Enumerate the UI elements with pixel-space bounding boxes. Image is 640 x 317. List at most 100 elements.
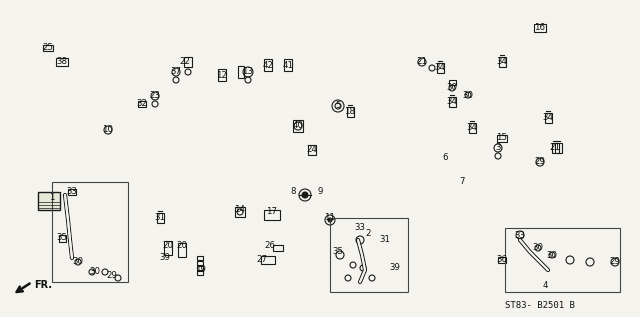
Bar bbox=[449, 97, 456, 107]
Bar bbox=[264, 210, 280, 220]
Bar bbox=[284, 59, 292, 71]
Text: 6: 6 bbox=[442, 153, 448, 163]
Bar bbox=[498, 257, 506, 263]
Bar bbox=[235, 207, 245, 217]
Text: 33: 33 bbox=[355, 223, 365, 232]
Text: 34: 34 bbox=[447, 98, 458, 107]
Bar bbox=[449, 80, 456, 85]
Text: 34: 34 bbox=[435, 63, 445, 73]
Text: 30: 30 bbox=[547, 250, 557, 260]
Text: 20: 20 bbox=[163, 241, 173, 249]
Bar bbox=[499, 57, 506, 67]
Bar bbox=[330, 218, 408, 292]
Text: 42: 42 bbox=[262, 61, 273, 69]
Bar bbox=[184, 57, 192, 67]
Bar bbox=[436, 63, 444, 73]
Text: 15: 15 bbox=[497, 133, 508, 143]
Text: 30: 30 bbox=[463, 90, 474, 100]
Text: 34: 34 bbox=[467, 124, 477, 133]
Bar bbox=[261, 256, 275, 264]
Text: 30: 30 bbox=[90, 268, 100, 276]
Text: 39: 39 bbox=[390, 263, 401, 273]
Text: 8: 8 bbox=[291, 187, 296, 197]
Text: 41: 41 bbox=[282, 61, 294, 69]
Circle shape bbox=[302, 192, 308, 198]
Text: 31: 31 bbox=[380, 236, 390, 244]
Text: ST83- B2501 B: ST83- B2501 B bbox=[505, 301, 575, 310]
Bar bbox=[554, 143, 561, 153]
Circle shape bbox=[328, 218, 332, 222]
Bar bbox=[197, 256, 203, 260]
Text: 16: 16 bbox=[534, 23, 545, 33]
Text: 1: 1 bbox=[49, 193, 55, 203]
Text: 21: 21 bbox=[417, 57, 428, 67]
Bar bbox=[58, 235, 65, 242]
Bar bbox=[346, 107, 353, 117]
Bar bbox=[264, 59, 272, 71]
Bar bbox=[68, 189, 76, 195]
Bar bbox=[56, 58, 68, 66]
Bar bbox=[497, 134, 507, 141]
FancyBboxPatch shape bbox=[38, 192, 60, 210]
Text: 31: 31 bbox=[154, 214, 166, 223]
Text: 4: 4 bbox=[542, 281, 548, 289]
Text: 24: 24 bbox=[307, 146, 317, 154]
Text: 30: 30 bbox=[72, 257, 83, 267]
Text: 35: 35 bbox=[56, 234, 67, 243]
Text: 34: 34 bbox=[497, 57, 508, 67]
Bar bbox=[164, 241, 172, 255]
Text: 11: 11 bbox=[324, 214, 335, 223]
Bar bbox=[534, 24, 546, 32]
Text: 10: 10 bbox=[102, 126, 113, 134]
Bar bbox=[197, 271, 203, 275]
Bar bbox=[178, 243, 186, 257]
Bar bbox=[157, 213, 163, 223]
Text: 5: 5 bbox=[335, 100, 340, 109]
Text: 33: 33 bbox=[67, 187, 77, 197]
Text: 39: 39 bbox=[159, 254, 170, 262]
Text: 25: 25 bbox=[42, 43, 54, 53]
Bar bbox=[197, 266, 203, 270]
Text: 7: 7 bbox=[460, 178, 465, 186]
Text: 19: 19 bbox=[195, 266, 205, 275]
Text: 33: 33 bbox=[515, 230, 525, 240]
Text: 3: 3 bbox=[495, 144, 500, 152]
Text: 34: 34 bbox=[543, 113, 554, 122]
Text: 9: 9 bbox=[317, 187, 323, 197]
Bar bbox=[43, 45, 53, 51]
Bar bbox=[308, 145, 316, 155]
Text: 18: 18 bbox=[344, 107, 355, 117]
Bar bbox=[468, 123, 476, 133]
Bar bbox=[52, 182, 128, 282]
Text: 37: 37 bbox=[170, 68, 182, 76]
Bar bbox=[552, 143, 559, 153]
Text: 35: 35 bbox=[333, 248, 344, 256]
Text: 36: 36 bbox=[497, 256, 508, 264]
Text: 30: 30 bbox=[447, 83, 458, 93]
Text: 21: 21 bbox=[550, 144, 561, 152]
Text: 30: 30 bbox=[532, 243, 543, 253]
Text: 17: 17 bbox=[266, 208, 278, 217]
Bar bbox=[293, 120, 303, 132]
Text: FR.: FR. bbox=[34, 280, 52, 290]
Bar bbox=[218, 69, 226, 81]
Text: 14: 14 bbox=[234, 205, 246, 215]
Text: 20: 20 bbox=[177, 241, 188, 249]
Text: 29: 29 bbox=[534, 158, 545, 166]
Text: 26: 26 bbox=[264, 241, 275, 249]
Text: 13: 13 bbox=[243, 68, 253, 76]
Text: 23: 23 bbox=[150, 92, 161, 100]
Bar bbox=[238, 66, 244, 78]
Bar bbox=[197, 261, 203, 265]
Text: 40: 40 bbox=[292, 120, 303, 130]
Text: 27: 27 bbox=[257, 256, 268, 264]
Bar bbox=[505, 228, 620, 292]
Bar bbox=[545, 113, 552, 123]
Text: 12: 12 bbox=[216, 70, 227, 80]
Bar bbox=[273, 245, 283, 251]
Text: 29: 29 bbox=[609, 257, 620, 267]
Text: 38: 38 bbox=[56, 57, 67, 67]
Text: 29: 29 bbox=[107, 270, 117, 280]
Text: 2: 2 bbox=[365, 230, 371, 238]
Text: 22: 22 bbox=[179, 57, 191, 67]
